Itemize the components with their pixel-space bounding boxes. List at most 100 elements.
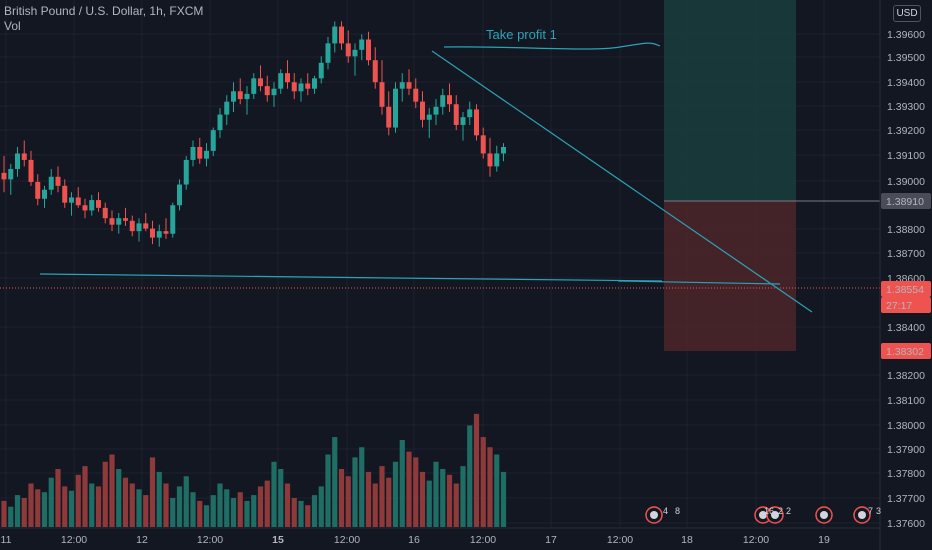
price-tick-label: 1.39600	[887, 29, 925, 41]
volume-bar	[156, 471, 162, 527]
volume-bar	[116, 469, 122, 527]
volume-bar	[500, 471, 507, 527]
price-tick-label: 1.37800	[887, 468, 925, 480]
volume-bar	[68, 490, 75, 527]
volume-bar	[197, 500, 203, 527]
stop-price-label-bg	[881, 343, 931, 359]
volume-bar	[62, 486, 68, 527]
time-tick-label: 12:00	[607, 534, 633, 546]
time-tick-label: 12:00	[334, 534, 360, 546]
price-tick-label: 1.37700	[887, 493, 925, 505]
candle-body	[143, 223, 149, 229]
candle-body	[285, 73, 290, 83]
candle-body	[231, 91, 236, 102]
candle-body	[35, 181, 41, 199]
volume-bar	[352, 457, 358, 527]
price-tick-label: 1.37600	[887, 518, 925, 530]
candle-body	[453, 104, 459, 125]
candle-body	[8, 168, 14, 180]
support-trendline	[39, 273, 663, 282]
candle-body	[75, 197, 81, 206]
candle-body	[359, 39, 365, 50]
volume-bar	[406, 451, 412, 527]
candle-body	[332, 26, 338, 44]
candle-body	[136, 223, 142, 232]
candle-body	[244, 93, 250, 100]
event-badge-flag	[759, 511, 767, 519]
volume-bar	[467, 425, 473, 527]
volume-bar	[487, 447, 493, 527]
volume-bar	[129, 483, 135, 527]
volume-bar	[325, 454, 331, 527]
candle-body	[21, 153, 27, 160]
price-tick-label: 1.39300	[887, 101, 925, 113]
time-tick-label: 12:00	[743, 534, 769, 546]
volume-bar	[372, 483, 378, 527]
position-zones	[0, 0, 880, 351]
event-badges[interactable]: 4 8 16 2 2 7 3	[645, 506, 881, 524]
candle-body	[82, 205, 88, 211]
current-price-label: 1.38554	[886, 284, 924, 296]
take-profit-curve	[443, 42, 661, 50]
volume-bar	[170, 498, 176, 527]
volume-bar	[440, 469, 446, 527]
volume-bar	[183, 476, 189, 527]
take-profit-label: Take profit 1	[486, 27, 557, 42]
volume-bar	[453, 483, 459, 527]
currency-button[interactable]: USD	[893, 5, 921, 22]
volume-bar	[8, 506, 14, 527]
symbol-legend: British Pound / U.S. Dollar, 1h, FXCM Vo…	[4, 4, 203, 34]
candle-body	[62, 185, 68, 203]
event-count: 7	[868, 506, 873, 516]
volume-bar	[163, 483, 169, 527]
candle-body	[170, 205, 176, 234]
volume-bar	[311, 495, 318, 527]
price-tick-label: 1.38400	[887, 322, 925, 334]
candle-body	[480, 135, 486, 154]
candle-body	[251, 78, 257, 94]
volume-bar	[318, 486, 324, 527]
event-count: 3	[876, 506, 881, 516]
volume-bar	[379, 466, 385, 527]
candle-body	[312, 78, 317, 89]
candle-body	[318, 62, 324, 79]
trendlines[interactable]: Take profit 1	[39, 27, 813, 313]
time-tick-label: 12:00	[470, 534, 496, 546]
candle-body	[413, 88, 419, 102]
candle-body	[123, 218, 128, 221]
candle-body	[494, 153, 500, 167]
volume-bar	[203, 505, 210, 527]
candle-body	[291, 82, 297, 92]
time-axis[interactable]: 11 12:00 12 12:00 15 12:00 16 12:00 17 12:00 18 12:…	[0, 527, 880, 546]
volume-bar	[143, 495, 149, 527]
event-badge-flag	[771, 511, 779, 519]
grid-lines	[0, 0, 880, 528]
candle-body	[379, 82, 385, 107]
volume-bar	[392, 461, 399, 527]
volume-bar	[75, 474, 81, 527]
volume-bar	[244, 500, 250, 527]
volume-bar	[305, 505, 311, 527]
stop-price-label: 1.38302	[886, 346, 924, 358]
candle-body	[224, 101, 230, 115]
candle-body	[325, 43, 331, 63]
volume-bar	[21, 498, 27, 527]
candle-body	[102, 207, 108, 219]
volume-bar	[284, 483, 291, 527]
volume-bar	[251, 495, 257, 527]
volume-bar	[480, 437, 486, 527]
candle-body	[487, 153, 493, 167]
candle-body	[339, 26, 344, 44]
volume-bar	[82, 466, 88, 527]
time-tick-label: 17	[545, 534, 557, 546]
volume-bar	[460, 466, 466, 527]
volume-bar	[332, 437, 338, 527]
volume-bar	[230, 498, 237, 527]
candle-body	[48, 176, 54, 190]
volume-bar	[359, 447, 365, 527]
price-axis-bg	[880, 0, 932, 550]
candle-body	[190, 146, 196, 160]
candle-body	[386, 106, 392, 128]
price-axis[interactable]: 1.39600 1.39500 1.39400 1.39300 1.39200 1.391…	[879, 0, 932, 550]
